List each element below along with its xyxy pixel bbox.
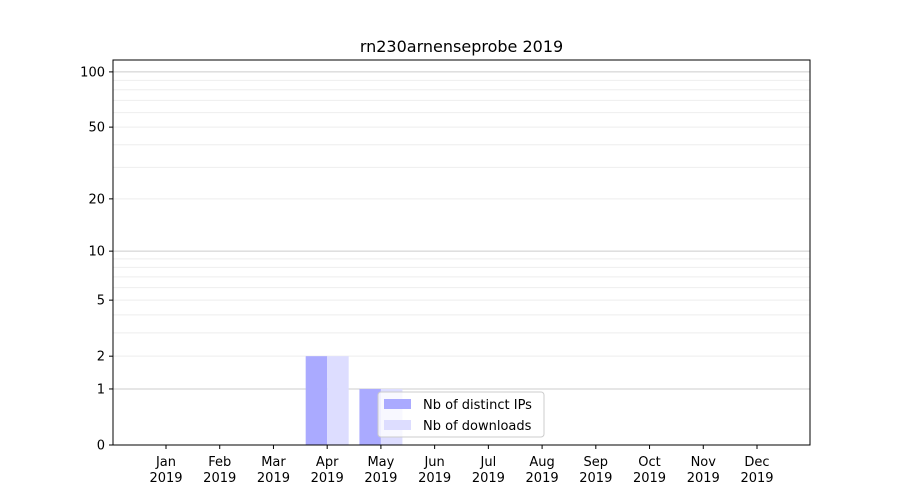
plot-frame: [112, 59, 811, 446]
bar-distinct-ips: [305, 356, 328, 445]
x-tick-label-month: Mar: [261, 455, 286, 470]
bar-downloads: [327, 356, 349, 445]
x-tick-label-month: Aug: [529, 455, 554, 470]
x-tick-label-month: Jun: [423, 455, 444, 470]
y-tick-label: 1: [97, 382, 105, 397]
x-tick-label-year: 2019: [257, 471, 290, 486]
legend-label-downloads: Nb of downloads: [423, 419, 532, 434]
y-tick-label: 2: [97, 350, 105, 365]
x-tick-label-month: Oct: [638, 455, 660, 470]
y-tick-label: 50: [88, 121, 105, 136]
x-tick-label-year: 2019: [149, 471, 182, 486]
x-tick-label-month: Jan: [155, 455, 176, 470]
legend-label-distinct-ips: Nb of distinct IPs: [423, 398, 532, 413]
x-tick-label-month: Dec: [744, 455, 769, 470]
legend-swatch-distinct-ips: [384, 399, 411, 409]
x-tick-label-month: May: [367, 455, 394, 470]
y-tick-label: 100: [80, 65, 105, 80]
x-tick-label-year: 2019: [740, 471, 773, 486]
x-tick-label-month: Sep: [584, 455, 609, 470]
legend-swatch-downloads: [384, 420, 411, 430]
y-tick-label: 20: [88, 192, 105, 207]
y-tick-label: 5: [97, 294, 105, 309]
x-tick-label-month: Nov: [691, 455, 717, 470]
chart-title: rn230arnenseprobe 2019: [360, 37, 563, 56]
x-tick-label-year: 2019: [526, 471, 559, 486]
x-tick-label-year: 2019: [579, 471, 612, 486]
x-tick-label-year: 2019: [687, 471, 720, 486]
x-tick-label-month: Apr: [316, 455, 339, 470]
legend: Nb of distinct IPs Nb of downloads: [377, 391, 545, 438]
x-tick-label-year: 2019: [364, 471, 397, 486]
y-tick-label: 0: [97, 439, 105, 454]
x-tick-label-month: Feb: [208, 455, 231, 470]
x-tick-label-year: 2019: [418, 471, 451, 486]
x-tick-label-year: 2019: [203, 471, 236, 486]
x-tick-label-year: 2019: [633, 471, 666, 486]
y-tick-label: 10: [88, 245, 105, 260]
x-tick-label-year: 2019: [311, 471, 344, 486]
x-tick-label-year: 2019: [472, 471, 505, 486]
bar-distinct-ips: [359, 388, 381, 445]
x-tick-label-month: Jul: [480, 455, 497, 470]
